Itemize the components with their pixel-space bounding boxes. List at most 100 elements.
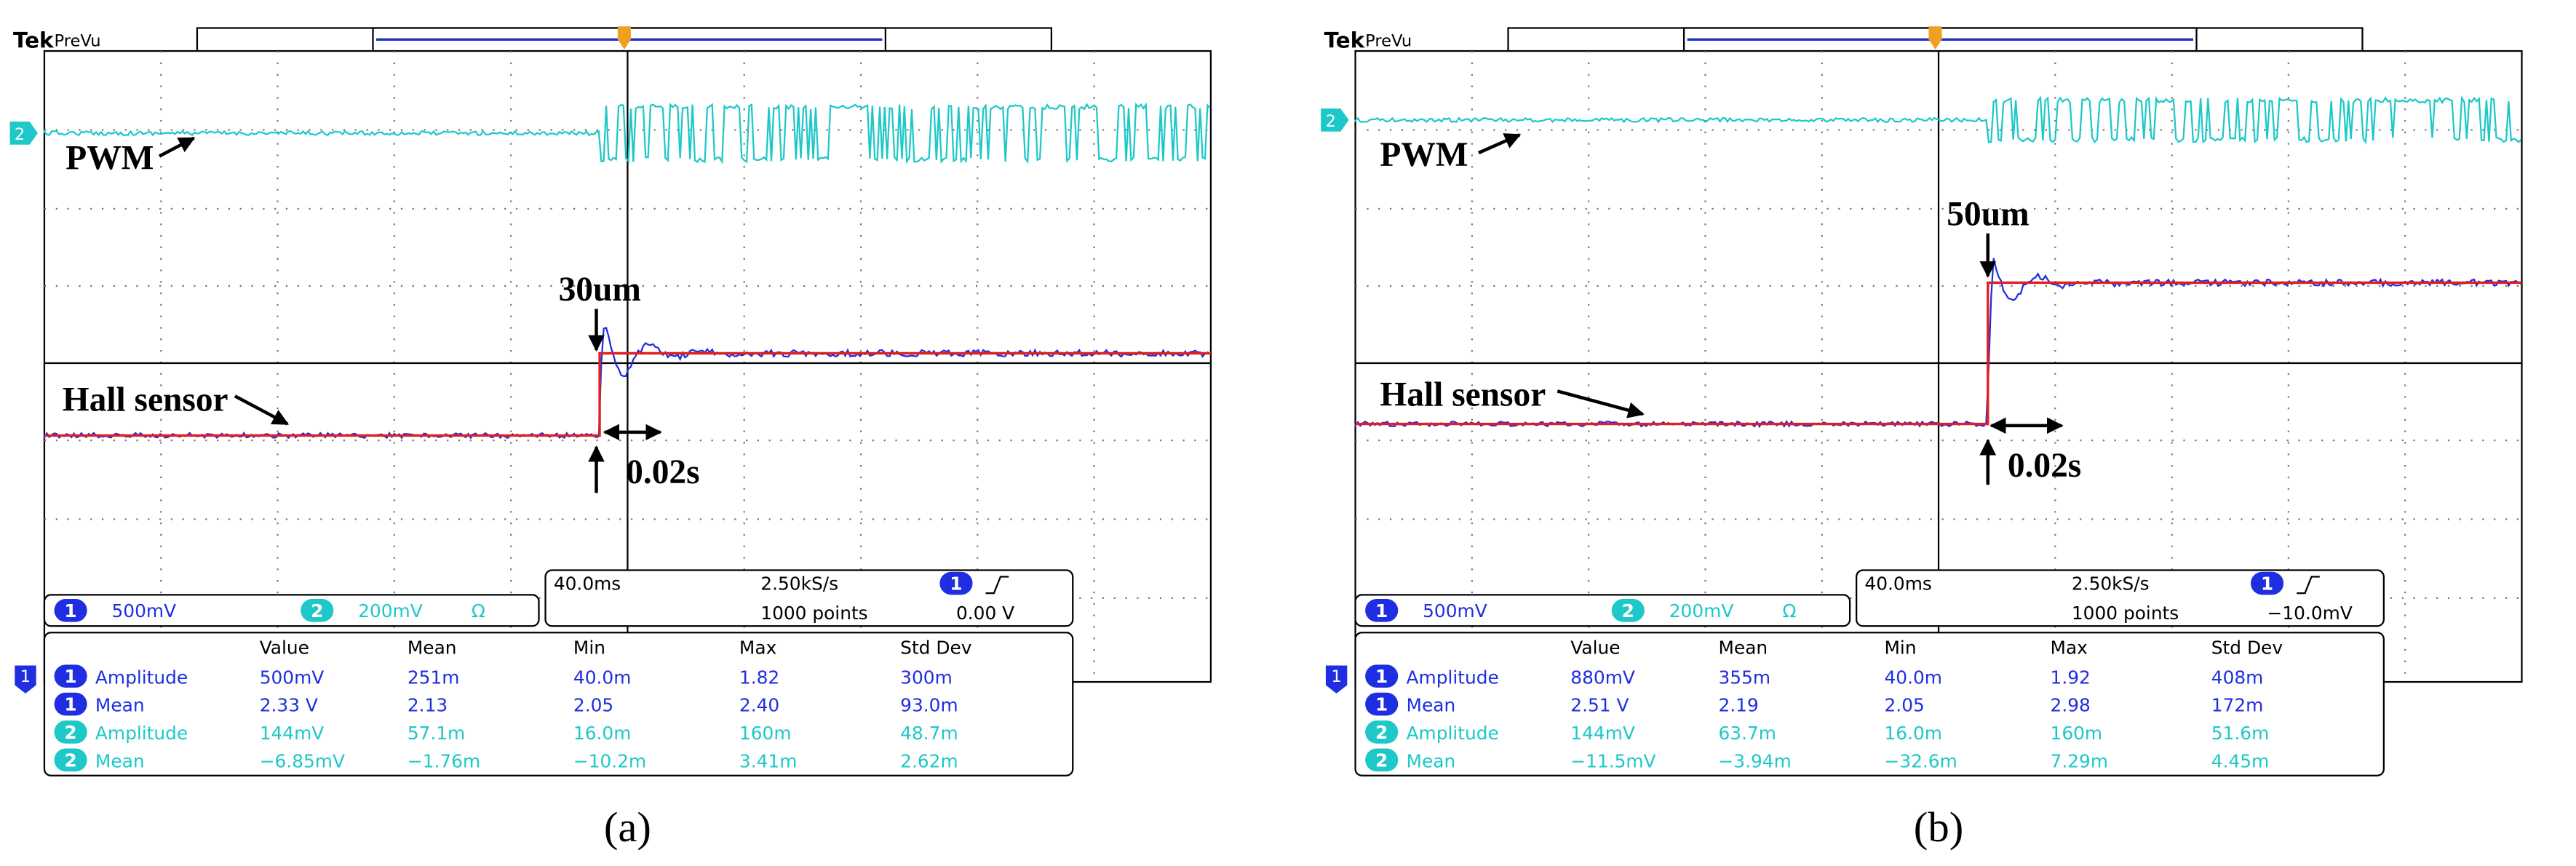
trigger-level: 0.00 V [956, 603, 1014, 624]
channel-badge-label: 2 [1375, 750, 1388, 771]
measurement-value: 40.0m [1885, 667, 1942, 688]
measurement-value: 3.41m [739, 750, 797, 771]
measurement-value: 2.98 [2051, 695, 2091, 716]
mode: PreVu [55, 31, 101, 50]
measurement-name: Amplitude [95, 667, 188, 688]
measurement-value: 880mV [1570, 667, 1635, 688]
measurement-column: Max [739, 637, 776, 659]
step-label: 50um [1947, 195, 2029, 233]
channel-badge [1365, 692, 1399, 716]
ch2-impedance: Ω [472, 600, 485, 621]
measurement-name: Mean [1407, 695, 1456, 716]
ch1-marker [1325, 665, 1348, 694]
pwm-trace [1354, 95, 2522, 145]
measurement-column: Value [260, 637, 309, 659]
measurement-column: Mean [1719, 637, 1768, 659]
measurement-column: Std Dev [2211, 637, 2283, 659]
measurement-column: Max [2051, 637, 2088, 659]
channel-badge-label: 1 [64, 666, 76, 687]
channel-badge [54, 599, 87, 622]
measurement-box [1354, 632, 2385, 776]
channel-badge [939, 571, 973, 595]
trigger-level: −10.0mV [2267, 603, 2353, 624]
channel-badge-label: 1 [1375, 600, 1388, 621]
measurement-value: 1.92 [2051, 667, 2091, 688]
measurement-column: Std Dev [900, 637, 971, 659]
channel-badge [301, 599, 334, 622]
measurement-value: 160m [739, 723, 792, 744]
measurement-value: 251m [408, 667, 460, 688]
channel-badge [1365, 720, 1399, 744]
measurement-value: 500mV [260, 667, 325, 688]
measurement-value: −10.2m [573, 750, 646, 771]
measurement-value: 300m [900, 667, 953, 688]
measurement-name: Mean [1407, 750, 1456, 771]
hall-label: Hall sensor [63, 381, 228, 419]
measurement-value: 16.0m [1885, 723, 1942, 744]
annotation-arrow [234, 394, 290, 426]
channel-badge-label: 1 [1375, 666, 1388, 687]
ch2-marker-label: 2 [1326, 112, 1336, 131]
measurement-value: −11.5mV [1570, 750, 1655, 771]
ch2-scale: 200mV [1669, 600, 1734, 621]
measurement-column: Mean [408, 637, 457, 659]
channel-badge [1365, 599, 1399, 622]
measurement-value: 16.0m [573, 723, 631, 744]
measurement-value: −6.85mV [260, 750, 345, 771]
measurement-box [43, 632, 1074, 776]
measurement-value: −32.6m [1885, 750, 1957, 771]
ch1-marker [15, 665, 36, 694]
measurement-value: 40.0m [573, 667, 631, 688]
brand: Tek [13, 28, 55, 53]
ch2-scale: 200mV [358, 600, 423, 621]
record-length: 1000 points [2072, 603, 2179, 624]
channel-badge-label: 2 [311, 600, 323, 621]
ch1-scale: 500mV [112, 600, 177, 621]
time-label: 0.02s [626, 453, 699, 491]
brand: Tek [1324, 28, 1366, 53]
measurement-value: −1.76m [408, 750, 480, 771]
measurement-value: 2.05 [1885, 695, 1925, 716]
measurement-value: 2.13 [408, 695, 448, 716]
hall-label: Hall sensor [1380, 376, 1546, 414]
channel-badge [54, 720, 87, 744]
measurement-value: 144mV [260, 723, 325, 744]
scope-panel: Tek PreVu 2 1 PWM Hall sensor 50um 0.02s 1 500mV 2… [1321, 26, 2523, 851]
timebase: 40.0ms [1864, 573, 1931, 595]
measurement-value: 2.05 [573, 695, 613, 716]
measurement-name: Mean [95, 750, 145, 771]
trigger-position [1928, 26, 1942, 49]
measurement-value: 51.6m [2211, 723, 2269, 744]
measurement-name: Amplitude [95, 723, 188, 744]
annotation-arrow [1557, 389, 1645, 418]
channel-badge [2250, 571, 2284, 595]
measurement-value: 7.29m [2051, 750, 2108, 771]
fit-line [44, 351, 1211, 437]
timebase: 40.0ms [554, 573, 621, 595]
channel-badge-label: 1 [64, 694, 76, 715]
ch2-marker-label: 2 [15, 125, 25, 144]
ch2-impedance: Ω [1783, 600, 1797, 621]
channel-badge-label: 2 [1375, 722, 1388, 743]
pwm-label: PWM [1380, 136, 1468, 174]
trigger-slope [2297, 576, 2320, 595]
ch2-marker [1321, 108, 1349, 132]
measurement-name: Mean [95, 695, 145, 716]
channel-badge-label: 1 [64, 600, 76, 621]
scope-panel: Tek PreVu 2 1 PWM Hall sensor 30um 0.02s 1 500mV 2… [9, 26, 1212, 851]
channel-badge-label: 2 [64, 722, 76, 743]
channel-badge-label: 1 [950, 573, 962, 595]
channel-box [1354, 594, 1851, 627]
channel-box [43, 594, 540, 627]
measurement-value: 2.33 V [260, 695, 318, 716]
caption: (a) [604, 803, 651, 851]
pwm-label: PWM [65, 140, 154, 178]
trigger-position [617, 26, 631, 49]
channel-badge [1365, 664, 1399, 688]
fit-line [1355, 281, 2522, 426]
measurement-name: Amplitude [1407, 723, 1499, 744]
record-length: 1000 points [760, 603, 867, 624]
measurement-column: Value [1570, 637, 1620, 659]
measurement-value: 408m [2211, 667, 2264, 688]
